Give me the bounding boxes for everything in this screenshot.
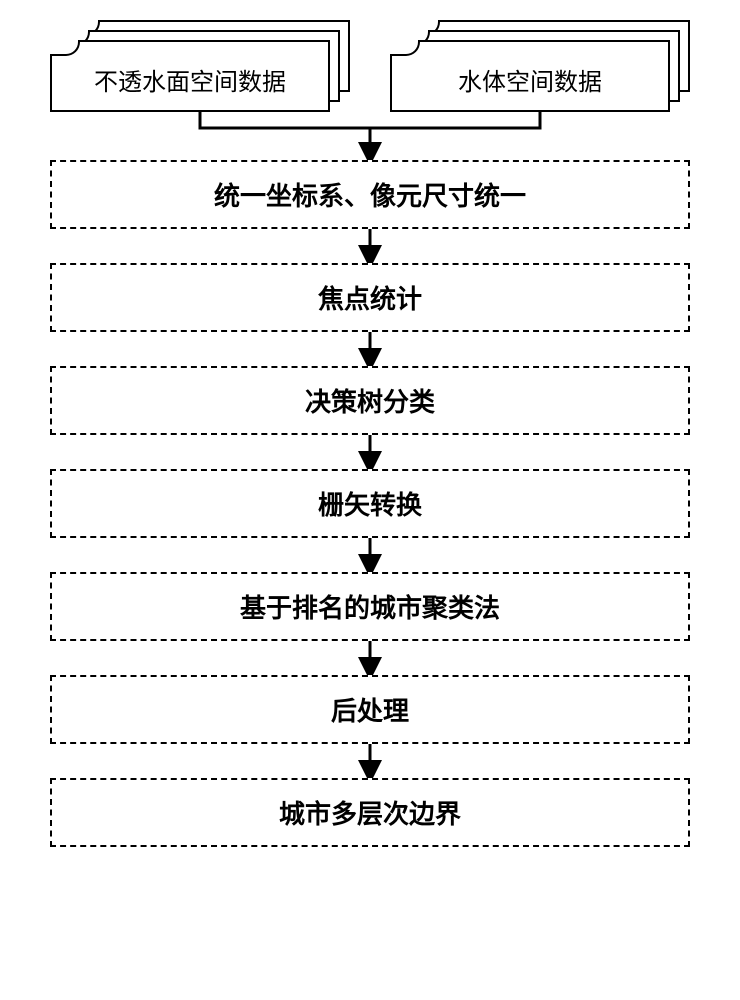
- input-row: 不透水面空间数据 水体空间数据: [50, 20, 690, 110]
- arrow-down: [50, 435, 690, 469]
- arrow-down: [50, 229, 690, 263]
- input-doc-right: 水体空间数据: [390, 20, 690, 110]
- step-box: 统一坐标系、像元尺寸统一: [50, 160, 690, 229]
- arrow-down: [50, 332, 690, 366]
- step-box: 栅矢转换: [50, 469, 690, 538]
- step-box: 焦点统计: [50, 263, 690, 332]
- input-doc-left: 不透水面空间数据: [50, 20, 350, 110]
- step-box: 后处理: [50, 675, 690, 744]
- merge-connector: [50, 110, 690, 160]
- steps-container: 统一坐标系、像元尺寸统一焦点统计决策树分类栅矢转换基于排名的城市聚类法后处理城市…: [40, 160, 700, 847]
- step-box: 决策树分类: [50, 366, 690, 435]
- doc-stack-front: 水体空间数据: [390, 40, 670, 112]
- input-right-label: 水体空间数据: [458, 56, 602, 97]
- input-left-label: 不透水面空间数据: [94, 56, 286, 97]
- arrow-down: [50, 641, 690, 675]
- doc-stack-front: 不透水面空间数据: [50, 40, 330, 112]
- step-box: 基于排名的城市聚类法: [50, 572, 690, 641]
- step-box: 城市多层次边界: [50, 778, 690, 847]
- arrow-down: [50, 744, 690, 778]
- arrow-down: [50, 538, 690, 572]
